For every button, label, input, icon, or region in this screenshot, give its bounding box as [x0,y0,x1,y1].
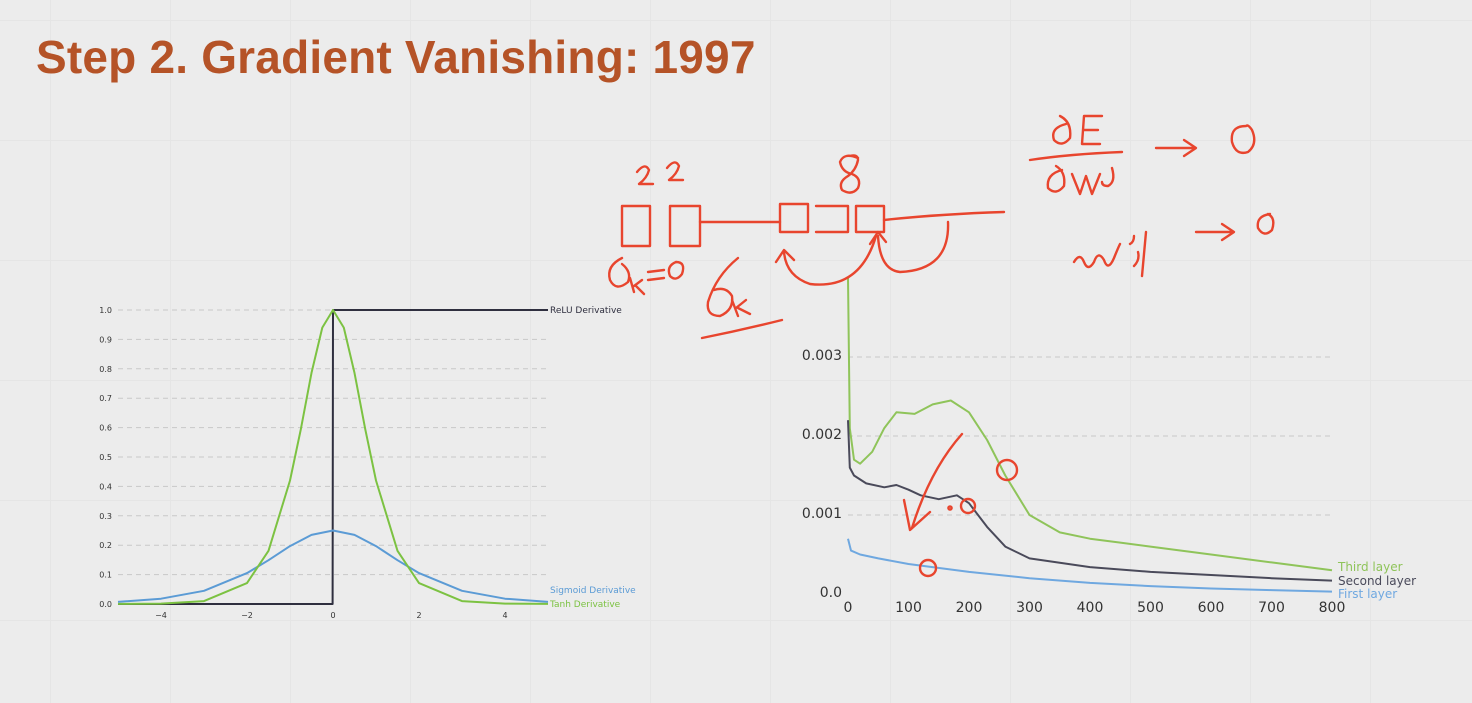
legend-label: Tanh Derivative [549,600,621,610]
y-tick-label: 0.0 [99,600,112,609]
series-line-tanh-derivative [117,309,549,605]
series-line-second-layer [847,420,1333,582]
x-tick-label: −2 [241,611,253,620]
y-tick-label: 0.0 [820,585,842,601]
x-tick-label: 600 [1198,600,1225,616]
y-tick-label: 0.9 [99,335,112,344]
x-tick-label: 0 [330,611,335,620]
legend-label: ReLU Derivative [550,306,622,316]
y-tick-label: 0.1 [99,571,112,580]
x-tick-label: 800 [1319,600,1346,616]
x-tick-label: 300 [1016,600,1043,616]
y-tick-label: 0.3 [99,512,112,521]
series-line-relu-derivative [118,309,548,605]
x-tick-label: 4 [502,611,507,620]
y-tick-label: 0.002 [802,427,842,443]
series-line-first-layer [847,538,1333,593]
x-tick-label: −4 [155,611,167,620]
x-tick-label: 0 [844,600,853,616]
x-tick-label: 2 [416,611,421,620]
x-tick-label: 200 [956,600,983,616]
y-tick-label: 0.6 [99,424,112,433]
x-tick-label: 500 [1137,600,1164,616]
legend-label: Sigmoid Derivative [550,586,636,596]
y-tick-label: 0.2 [99,541,112,550]
y-tick-label: 0.4 [99,482,112,491]
layer-gradient-chart: 0.0 0.001 0.002 0.003 0 100 200 300 400 500 600 700… [802,277,1416,616]
y-tick-label: 0.5 [99,453,112,462]
slide-title: Step 2. Gradient Vanishing: 1997 [36,31,756,83]
x-tick-label: 700 [1258,600,1285,616]
x-tick-label: 100 [895,600,922,616]
y-tick-label: 0.001 [802,506,842,522]
legend-label: First layer [1338,587,1397,601]
legend-label: Third layer [1337,560,1403,574]
y-tick-label: 1.0 [99,306,112,315]
y-tick-label: 0.8 [99,365,112,374]
y-tick-label: 0.003 [802,348,842,364]
series-line-sigmoid-derivative [117,529,549,603]
legend-label: Second layer [1338,574,1416,588]
y-tick-label: 0.7 [99,394,112,403]
activation-derivatives-chart: 0.0 0.1 0.2 0.3 0.4 0.5 0.6 0.7 0.8 0.9 1.0 −4 −2 0 2 4… [99,306,636,620]
x-tick-label: 400 [1077,600,1104,616]
series-line-third-layer [847,277,1333,572]
